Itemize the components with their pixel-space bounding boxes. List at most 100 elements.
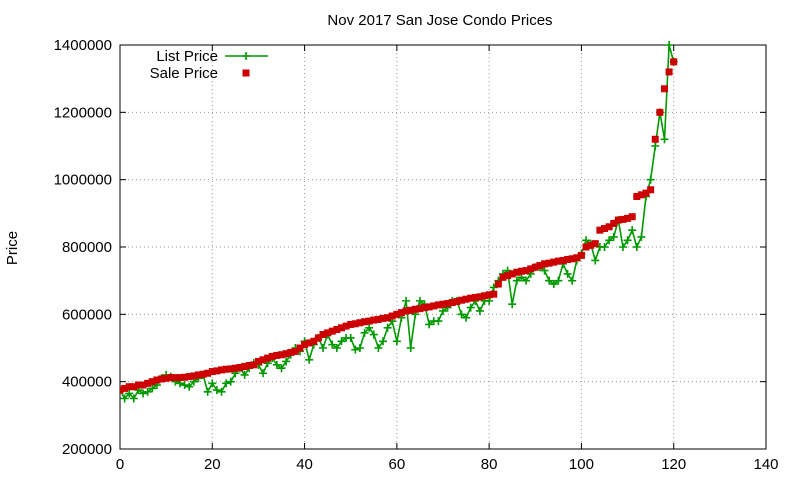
list-price-point (406, 344, 415, 352)
sale-price-point (194, 371, 202, 379)
list-price-point (129, 394, 138, 403)
sale-price-point (656, 108, 664, 116)
list-price-point (355, 344, 364, 352)
list-price-point (212, 386, 221, 395)
list-price-point (282, 357, 291, 366)
list-price-point (383, 323, 392, 332)
sale-price-point (130, 383, 138, 391)
list-price-point (240, 370, 249, 379)
sale-price-point (531, 263, 539, 271)
list-price-point (600, 243, 609, 251)
list-price-point (379, 337, 388, 346)
sale-price-point (573, 254, 581, 262)
sale-price-point (430, 302, 438, 310)
x-tick-label: 60 (389, 456, 406, 473)
sale-price-point (665, 68, 673, 76)
list-price-point (139, 389, 148, 398)
sale-price-point (508, 270, 516, 278)
sale-price-point (568, 255, 576, 263)
x-tick-label: 0 (116, 456, 124, 473)
sale-price-point (527, 265, 535, 273)
sale-price-point (250, 361, 258, 369)
sale-price-point (536, 262, 544, 270)
list-price-point (425, 320, 434, 329)
x-tick-label: 80 (481, 456, 498, 473)
y-tick-label: 400000 (62, 374, 112, 391)
sale-price-point (582, 243, 590, 251)
sale-price-point (601, 224, 608, 232)
list-price-point (319, 344, 328, 352)
sale-price-point (264, 354, 272, 362)
sale-price-point (434, 301, 442, 309)
list-price-point (605, 236, 614, 245)
series-layer (120, 41, 678, 403)
sale-price-point (453, 298, 461, 306)
sale-price-point (379, 314, 387, 322)
sale-price-point (393, 310, 401, 318)
list-price-point (415, 296, 424, 305)
sale-price-point (328, 327, 336, 335)
x-tick-label: 120 (661, 456, 686, 473)
sale-price-point (231, 364, 239, 372)
list-price-point (475, 306, 484, 315)
y-tick-label: 600000 (62, 306, 112, 323)
sale-price-point (411, 305, 419, 313)
sale-price-point (471, 294, 479, 301)
sale-price-point (342, 322, 350, 330)
sale-price-point (273, 351, 281, 359)
sale-price-point (370, 316, 378, 324)
sale-price-point (337, 324, 345, 332)
sale-price-point (139, 381, 147, 389)
list-price-point (217, 387, 226, 396)
list-price-point (277, 364, 286, 373)
list-price-point (512, 276, 521, 285)
list-price-point (646, 175, 655, 184)
sale-price-point (550, 258, 558, 266)
list-price-point (226, 377, 235, 386)
sale-price-point (421, 304, 429, 312)
sale-price-point (462, 295, 470, 303)
sale-price-point (190, 372, 198, 380)
sale-price-point (125, 383, 133, 391)
sale-price-point (577, 251, 585, 259)
list-price-point (637, 232, 646, 241)
sale-price-point (522, 267, 530, 275)
sale-price-point (314, 334, 322, 342)
list-price-point (365, 323, 374, 332)
list-price-point (618, 243, 627, 251)
list-price-point (554, 276, 563, 285)
list-price-point (120, 394, 129, 403)
legend-plus-marker (242, 52, 250, 60)
sale-price-point (301, 341, 309, 349)
sale-price-point (564, 255, 572, 263)
sale-price-point (333, 325, 341, 333)
sale-price-point (121, 384, 129, 392)
list-price-point (660, 135, 669, 144)
sale-price-point (444, 300, 452, 308)
sale-price-point (282, 350, 290, 358)
sale-price-point (167, 374, 175, 382)
list-price-point (337, 337, 346, 346)
list-price-point (374, 344, 383, 352)
sale-price-point (388, 312, 396, 320)
sale-price-point (227, 365, 235, 373)
sale-price-point (374, 315, 382, 323)
sale-price-point (642, 189, 650, 197)
chart-title: Nov 2017 San Jose Condo Prices (327, 12, 552, 29)
sale-price-point (144, 379, 152, 387)
sale-price-point (587, 241, 595, 249)
list-price-point (180, 381, 189, 390)
sale-price-point (554, 257, 562, 265)
list-price-point (632, 243, 641, 251)
sale-price-point (439, 300, 447, 308)
list-price-point (360, 328, 369, 337)
list-price-point (351, 345, 360, 354)
sale-price-point (614, 216, 622, 224)
list-price-point (203, 387, 212, 396)
sale-price-point (384, 314, 392, 322)
sale-price-point (448, 299, 456, 307)
sale-price-point (504, 272, 512, 280)
sale-price-point (278, 351, 285, 359)
sale-price-point (425, 303, 433, 311)
